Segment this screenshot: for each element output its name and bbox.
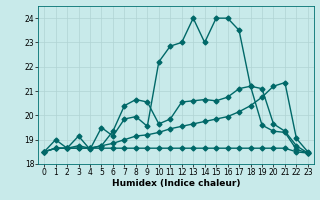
X-axis label: Humidex (Indice chaleur): Humidex (Indice chaleur) xyxy=(112,179,240,188)
